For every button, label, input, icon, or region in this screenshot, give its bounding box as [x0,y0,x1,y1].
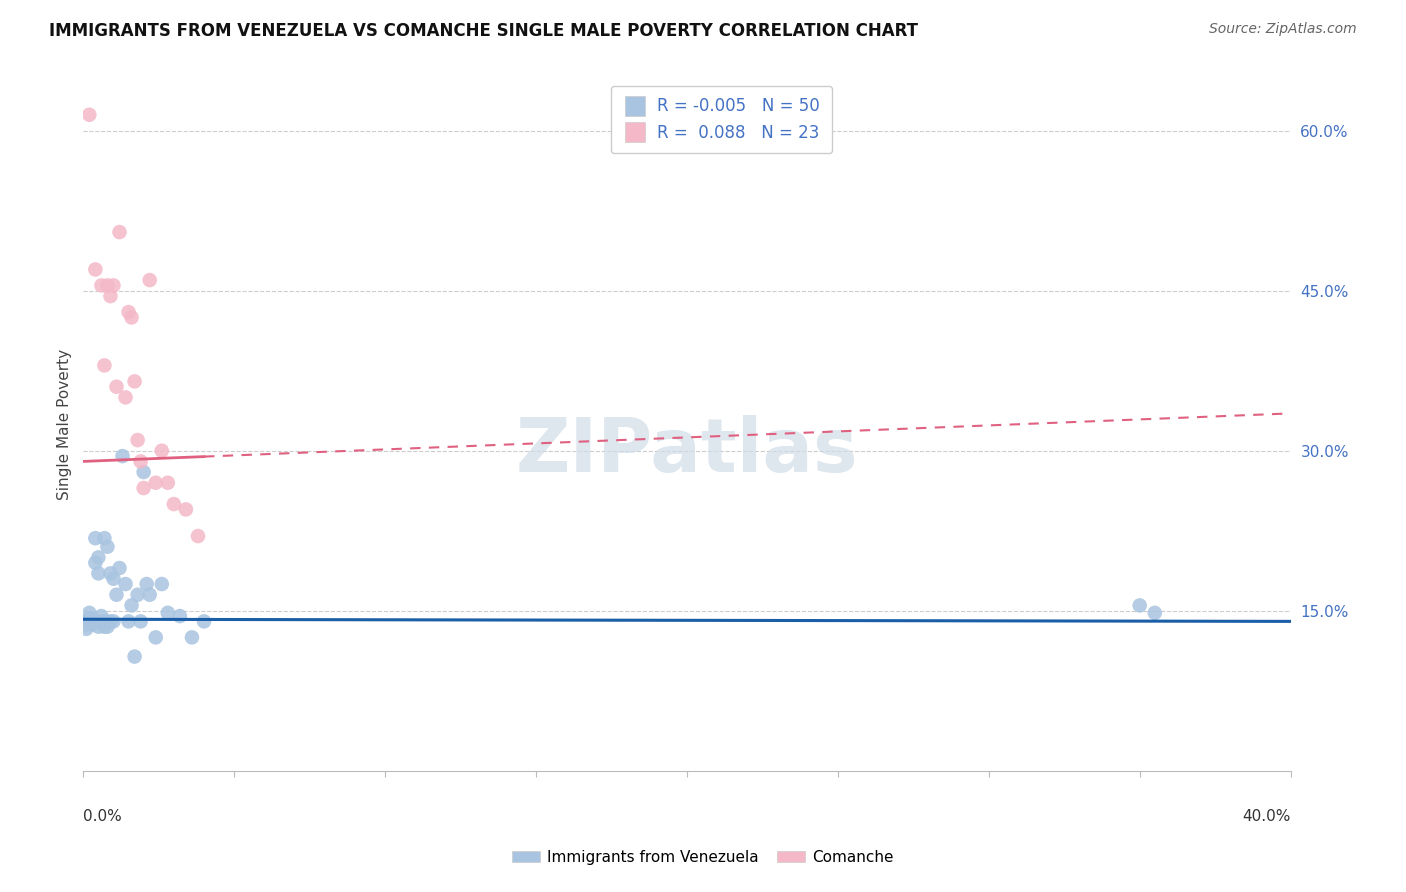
Point [100,615,122,629]
Text: Source: ZipAtlas.com: Source: ZipAtlas.com [1209,22,1357,37]
Point [93,359,115,373]
Point [90,609,112,624]
Point [96,620,118,634]
Y-axis label: Single Male Poverty: Single Male Poverty [58,349,72,500]
Point [82,615,104,629]
Point [84,262,107,277]
Point [90,615,112,629]
Point [100,566,122,581]
Point [82,615,104,629]
Point [79,611,101,625]
Text: 0.0%: 0.0% [83,809,122,824]
Point [103,572,125,586]
Point [138,273,160,287]
Legend: Immigrants from Venezuela, Comanche: Immigrants from Venezuela, Comanche [506,844,900,871]
Point [87,620,110,634]
Point [163,497,186,511]
Point [193,615,215,629]
Point [169,609,191,624]
Point [103,278,125,293]
Point [135,577,157,591]
Point [108,225,131,239]
Point [138,588,160,602]
Point [96,278,118,293]
Point [75,622,97,636]
Point [127,588,149,602]
Point [84,615,107,629]
Point [75,617,97,632]
Point [121,310,143,325]
Point [105,380,128,394]
Point [150,443,173,458]
Point [75,615,97,629]
Point [127,433,149,447]
Point [82,617,104,632]
Point [87,550,110,565]
Point [1143,606,1166,620]
Point [114,391,136,405]
Point [124,649,146,664]
Point [84,615,107,629]
Point [93,620,115,634]
Point [79,615,101,629]
Point [79,606,101,620]
Point [117,305,139,319]
Point [79,108,101,122]
Point [103,615,125,629]
Point [79,615,101,629]
Point [132,465,155,479]
Point [129,615,152,629]
Point [87,566,110,581]
Point [156,475,179,490]
Text: IMMIGRANTS FROM VENEZUELA VS COMANCHE SINGLE MALE POVERTY CORRELATION CHART: IMMIGRANTS FROM VENEZUELA VS COMANCHE SI… [49,22,918,40]
Point [129,454,152,468]
Point [84,531,107,545]
Point [121,599,143,613]
Point [1129,599,1152,613]
Point [108,561,131,575]
Legend: R = -0.005   N = 50, R =  0.088   N = 23: R = -0.005 N = 50, R = 0.088 N = 23 [610,86,832,153]
Point [114,577,136,591]
Point [93,531,115,545]
Point [145,631,167,645]
Point [96,540,118,554]
Point [84,556,107,570]
Point [181,631,204,645]
Point [87,615,110,629]
Point [132,481,155,495]
Point [150,577,173,591]
Point [187,529,209,543]
Point [117,615,139,629]
Point [145,475,167,490]
Text: ZIPatlas: ZIPatlas [516,416,858,488]
Point [82,611,104,625]
Point [174,502,197,516]
Point [100,289,122,303]
Point [93,615,115,629]
Point [156,606,179,620]
Point [111,449,134,463]
Text: 40.0%: 40.0% [1243,809,1291,824]
Point [124,375,146,389]
Point [90,278,112,293]
Point [105,588,128,602]
